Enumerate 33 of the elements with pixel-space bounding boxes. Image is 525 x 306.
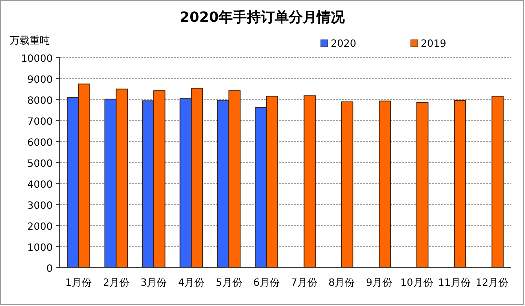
x-tick-label: 11月份 [438, 278, 471, 289]
x-tick-label: 8月份 [328, 278, 356, 289]
y-tick-label: 7000 [28, 117, 53, 128]
y-tick-label: 0 [46, 264, 53, 275]
y-tick-label: 9000 [28, 75, 53, 86]
y-tick-label: 4000 [28, 180, 53, 191]
bar [454, 100, 466, 268]
bar [379, 100, 392, 268]
x-tick-label: 10月份 [400, 278, 434, 289]
y-axis-title: 万载重吨 [10, 35, 50, 47]
bar [492, 96, 504, 268]
bar [416, 102, 429, 268]
x-tick-label: 2月份 [103, 278, 130, 289]
y-tick-label: 5000 [28, 159, 53, 170]
x-tick-label: 9月份 [366, 278, 393, 289]
x-tick-label: 4月份 [178, 278, 205, 289]
x-tick-label: 5月份 [216, 278, 242, 289]
y-tick-label: 2000 [28, 222, 53, 233]
legend-label: 2019 [421, 39, 446, 50]
y-tick-label: 10000 [21, 54, 53, 65]
x-tick-label: 7月份 [291, 278, 318, 289]
x-tick-label: 12月份 [476, 278, 509, 289]
bar [341, 102, 354, 268]
legend-label: 2020 [331, 39, 356, 50]
x-tick-label: 1月份 [66, 278, 92, 289]
bar [304, 96, 316, 268]
x-tick-label: 6月份 [254, 278, 280, 289]
y-tick-label: 1000 [28, 243, 53, 254]
y-tick-label: 8000 [28, 96, 53, 107]
y-tick-label: 3000 [28, 201, 53, 212]
y-tick-label: 6000 [28, 138, 53, 149]
chart-title: 2020年手持订单分月情况 [180, 9, 346, 26]
x-tick-label: 3月份 [140, 278, 168, 289]
